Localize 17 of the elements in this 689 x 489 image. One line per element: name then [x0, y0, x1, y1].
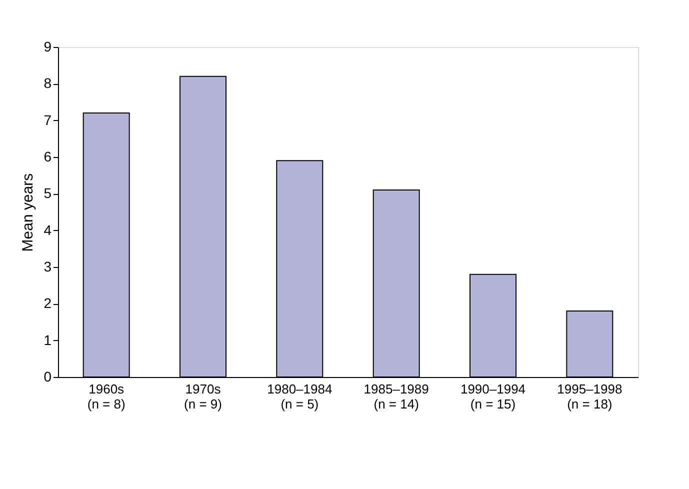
x-tick-label: 1990–1994 (n = 15) [460, 382, 526, 412]
x-tick-label: 1985–1989 (n = 14) [364, 382, 429, 412]
y-tick-label: 9 [44, 38, 52, 54]
y-tick-label: 5 [44, 185, 52, 202]
y-tick-label: 7 [44, 112, 52, 128]
y-tick-label: 4 [44, 222, 52, 238]
x-tick-label: 1960s (n = 8) [87, 382, 126, 412]
x-tick-label: 1980–1984 (n = 5) [267, 382, 332, 412]
x-tick-label: 1970s (n = 9) [184, 382, 222, 412]
y-tick-label: 8 [44, 75, 52, 92]
x-tick-label: 1995–1998 (n = 18) [557, 382, 622, 412]
y-tick-label: 3 [44, 258, 52, 274]
y-tick-label: 6 [44, 148, 52, 164]
y-tick-label: 0 [44, 368, 52, 384]
y-tick-label: 1 [44, 332, 52, 348]
y-axis-title: Mean years [20, 173, 37, 252]
y-tick-label: 2 [44, 295, 52, 312]
